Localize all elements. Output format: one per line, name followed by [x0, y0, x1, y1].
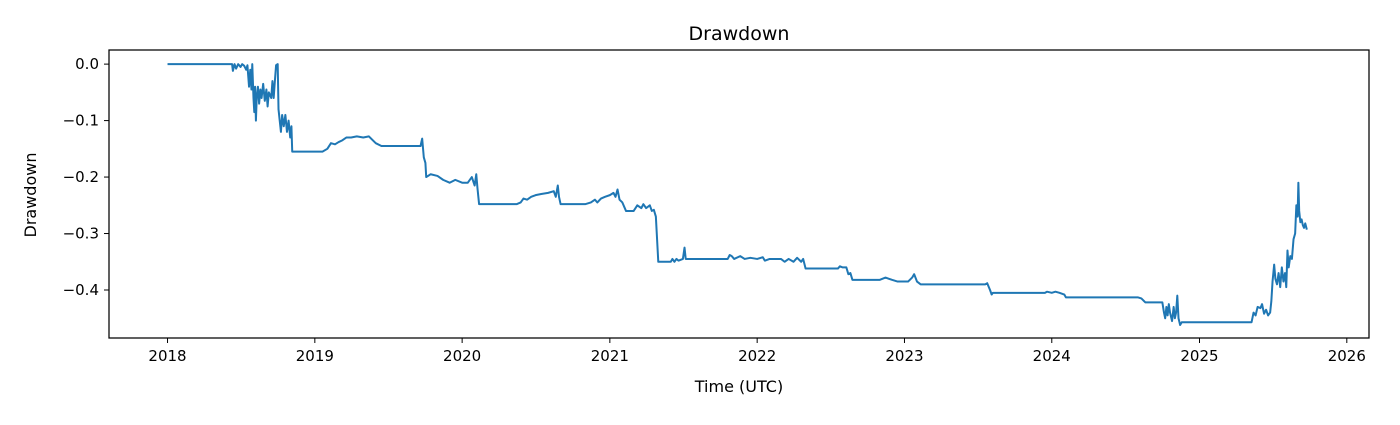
x-tick-label: 2026 — [1328, 347, 1366, 365]
y-tick-label: 0.0 — [75, 55, 99, 73]
plot-frame — [108, 49, 1370, 339]
y-tick-label: −0.2 — [63, 168, 99, 186]
x-tick-label: 2021 — [591, 347, 629, 365]
x-axis-label: Time (UTC) — [694, 377, 783, 396]
y-tick-label: −0.3 — [63, 225, 99, 243]
x-tick-label: 2023 — [885, 347, 923, 365]
x-tick-label: 2019 — [296, 347, 334, 365]
x-tick-label: 2022 — [738, 347, 776, 365]
x-tick-label: 2018 — [148, 347, 186, 365]
y-axis-label: Drawdown — [21, 153, 40, 238]
plot-area — [108, 49, 1370, 339]
series-layer — [167, 63, 1308, 327]
y-tick-label: −0.1 — [63, 112, 99, 130]
y-tick-label: −0.4 — [63, 281, 99, 299]
y-axis: 0.0 −0.1 −0.2 −0.3 −0.4 — [63, 55, 109, 299]
x-tick-label: 2025 — [1180, 347, 1218, 365]
drawdown-series-line — [167, 63, 1308, 327]
chart-title: Drawdown — [689, 23, 790, 45]
x-tick-label: 2024 — [1033, 347, 1071, 365]
x-axis: 2018 2019 2020 2021 2022 2023 2024 2025 2026 — [148, 338, 1366, 365]
x-tick-label: 2020 — [443, 347, 481, 365]
